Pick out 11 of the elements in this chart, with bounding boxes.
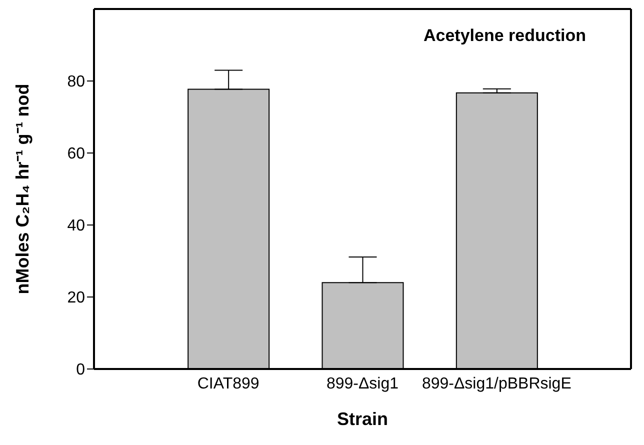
x-axis-title: Strain [336,409,388,429]
text: Acetylene reduction [424,26,586,46]
y-tick-label: 40 [67,218,86,235]
y-tick-label: 20 [67,290,86,307]
x-tick-label: CIAT899 [197,375,260,392]
y-tick-label: 0 [76,362,86,379]
y-tick-label: 80 [67,74,86,91]
x-tick-label: 899-Δsig1 [326,375,399,392]
x-tick-label: 899-Δsig1/pBBRsigE [422,375,572,392]
y-axis-title: nMoles C₂H₄ hr⁻¹ g⁻¹ nod [12,84,32,294]
y-tick-label: 60 [67,146,86,163]
